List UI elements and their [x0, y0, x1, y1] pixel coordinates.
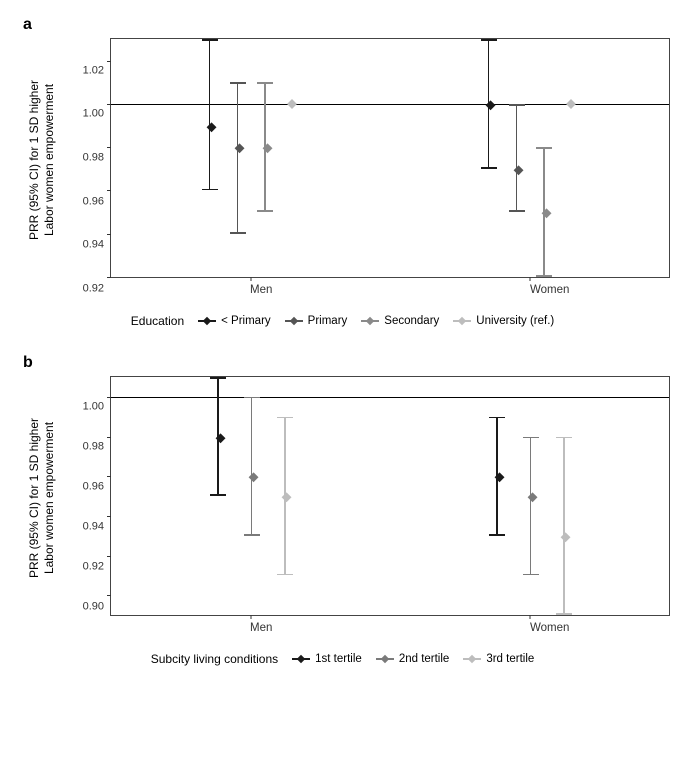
point-estimate	[235, 144, 244, 153]
legend-item: 1st tertile	[292, 653, 362, 665]
errorbar	[251, 397, 253, 536]
reference-line	[111, 397, 669, 398]
legend-label: 2nd tertile	[399, 653, 450, 665]
errorbar	[543, 147, 545, 277]
point-estimate	[542, 208, 551, 217]
point-estimate	[263, 144, 272, 153]
errorbar	[516, 104, 518, 212]
y-tick-label: 0.94	[83, 522, 110, 533]
point-estimate	[494, 473, 503, 482]
errorbar	[284, 417, 286, 576]
plot-area	[110, 376, 670, 616]
y-tick-label: 0.98	[83, 153, 110, 164]
errorbar	[209, 39, 211, 190]
legend-label: University (ref.)	[476, 315, 554, 327]
panel-letter: b	[23, 354, 33, 372]
y-tick-label: 1.00	[83, 401, 110, 412]
legend-item: < Primary	[198, 315, 271, 327]
point-estimate	[207, 122, 216, 131]
legend-item: University (ref.)	[453, 315, 554, 327]
y-tick-label: 0.92	[83, 284, 110, 295]
legend-label: Primary	[308, 315, 348, 327]
y-tick-label: 0.94	[83, 240, 110, 251]
plot-area	[110, 38, 670, 278]
errorbar	[488, 39, 490, 169]
chart-panel: aPRR (95% CI) for 1 SD higherLabor women…	[15, 20, 670, 328]
errorbar	[530, 437, 532, 576]
legend-item: Primary	[285, 315, 348, 327]
y-tick-label: 0.90	[83, 602, 110, 613]
y-tick-label: 1.02	[83, 65, 110, 76]
legend-label: Secondary	[384, 315, 439, 327]
reference-point	[287, 99, 297, 109]
point-estimate	[486, 100, 495, 109]
legend-label: 3rd tertile	[486, 653, 534, 665]
point-estimate	[528, 492, 537, 501]
point-estimate	[215, 433, 224, 442]
y-tick-label: 0.92	[83, 562, 110, 573]
legend-title: Subcity living conditions	[151, 652, 278, 666]
legend: Subcity living conditions 1st tertile 2nd …	[15, 652, 670, 666]
chart-panel: bPRR (95% CI) for 1 SD higherLabor women…	[15, 358, 670, 666]
point-estimate	[249, 473, 258, 482]
y-axis-label: PRR (95% CI) for 1 SD higherLabor women …	[28, 80, 58, 240]
legend-title: Education	[131, 314, 184, 328]
errorbar	[563, 437, 565, 616]
point-estimate	[561, 532, 570, 541]
legend: Education < Primary Primary Secondary Univer…	[15, 314, 670, 328]
point-estimate	[282, 492, 291, 501]
errorbar	[237, 82, 239, 233]
point-estimate	[514, 165, 523, 174]
y-tick-label: 0.96	[83, 196, 110, 207]
legend-label: 1st tertile	[315, 653, 362, 665]
legend-item: Secondary	[361, 315, 439, 327]
panel-letter: a	[23, 16, 32, 34]
reference-line	[111, 104, 669, 105]
errorbar	[496, 417, 498, 536]
reference-point	[566, 99, 576, 109]
legend-label: < Primary	[221, 315, 271, 327]
errorbar	[264, 82, 266, 212]
y-axis-label: PRR (95% CI) for 1 SD higherLabor women …	[28, 418, 58, 578]
legend-item: 3rd tertile	[463, 653, 534, 665]
y-tick-label: 0.98	[83, 442, 110, 453]
legend-item: 2nd tertile	[376, 653, 450, 665]
errorbar	[217, 377, 219, 496]
y-tick-label: 0.96	[83, 482, 110, 493]
y-tick-label: 1.00	[83, 109, 110, 120]
